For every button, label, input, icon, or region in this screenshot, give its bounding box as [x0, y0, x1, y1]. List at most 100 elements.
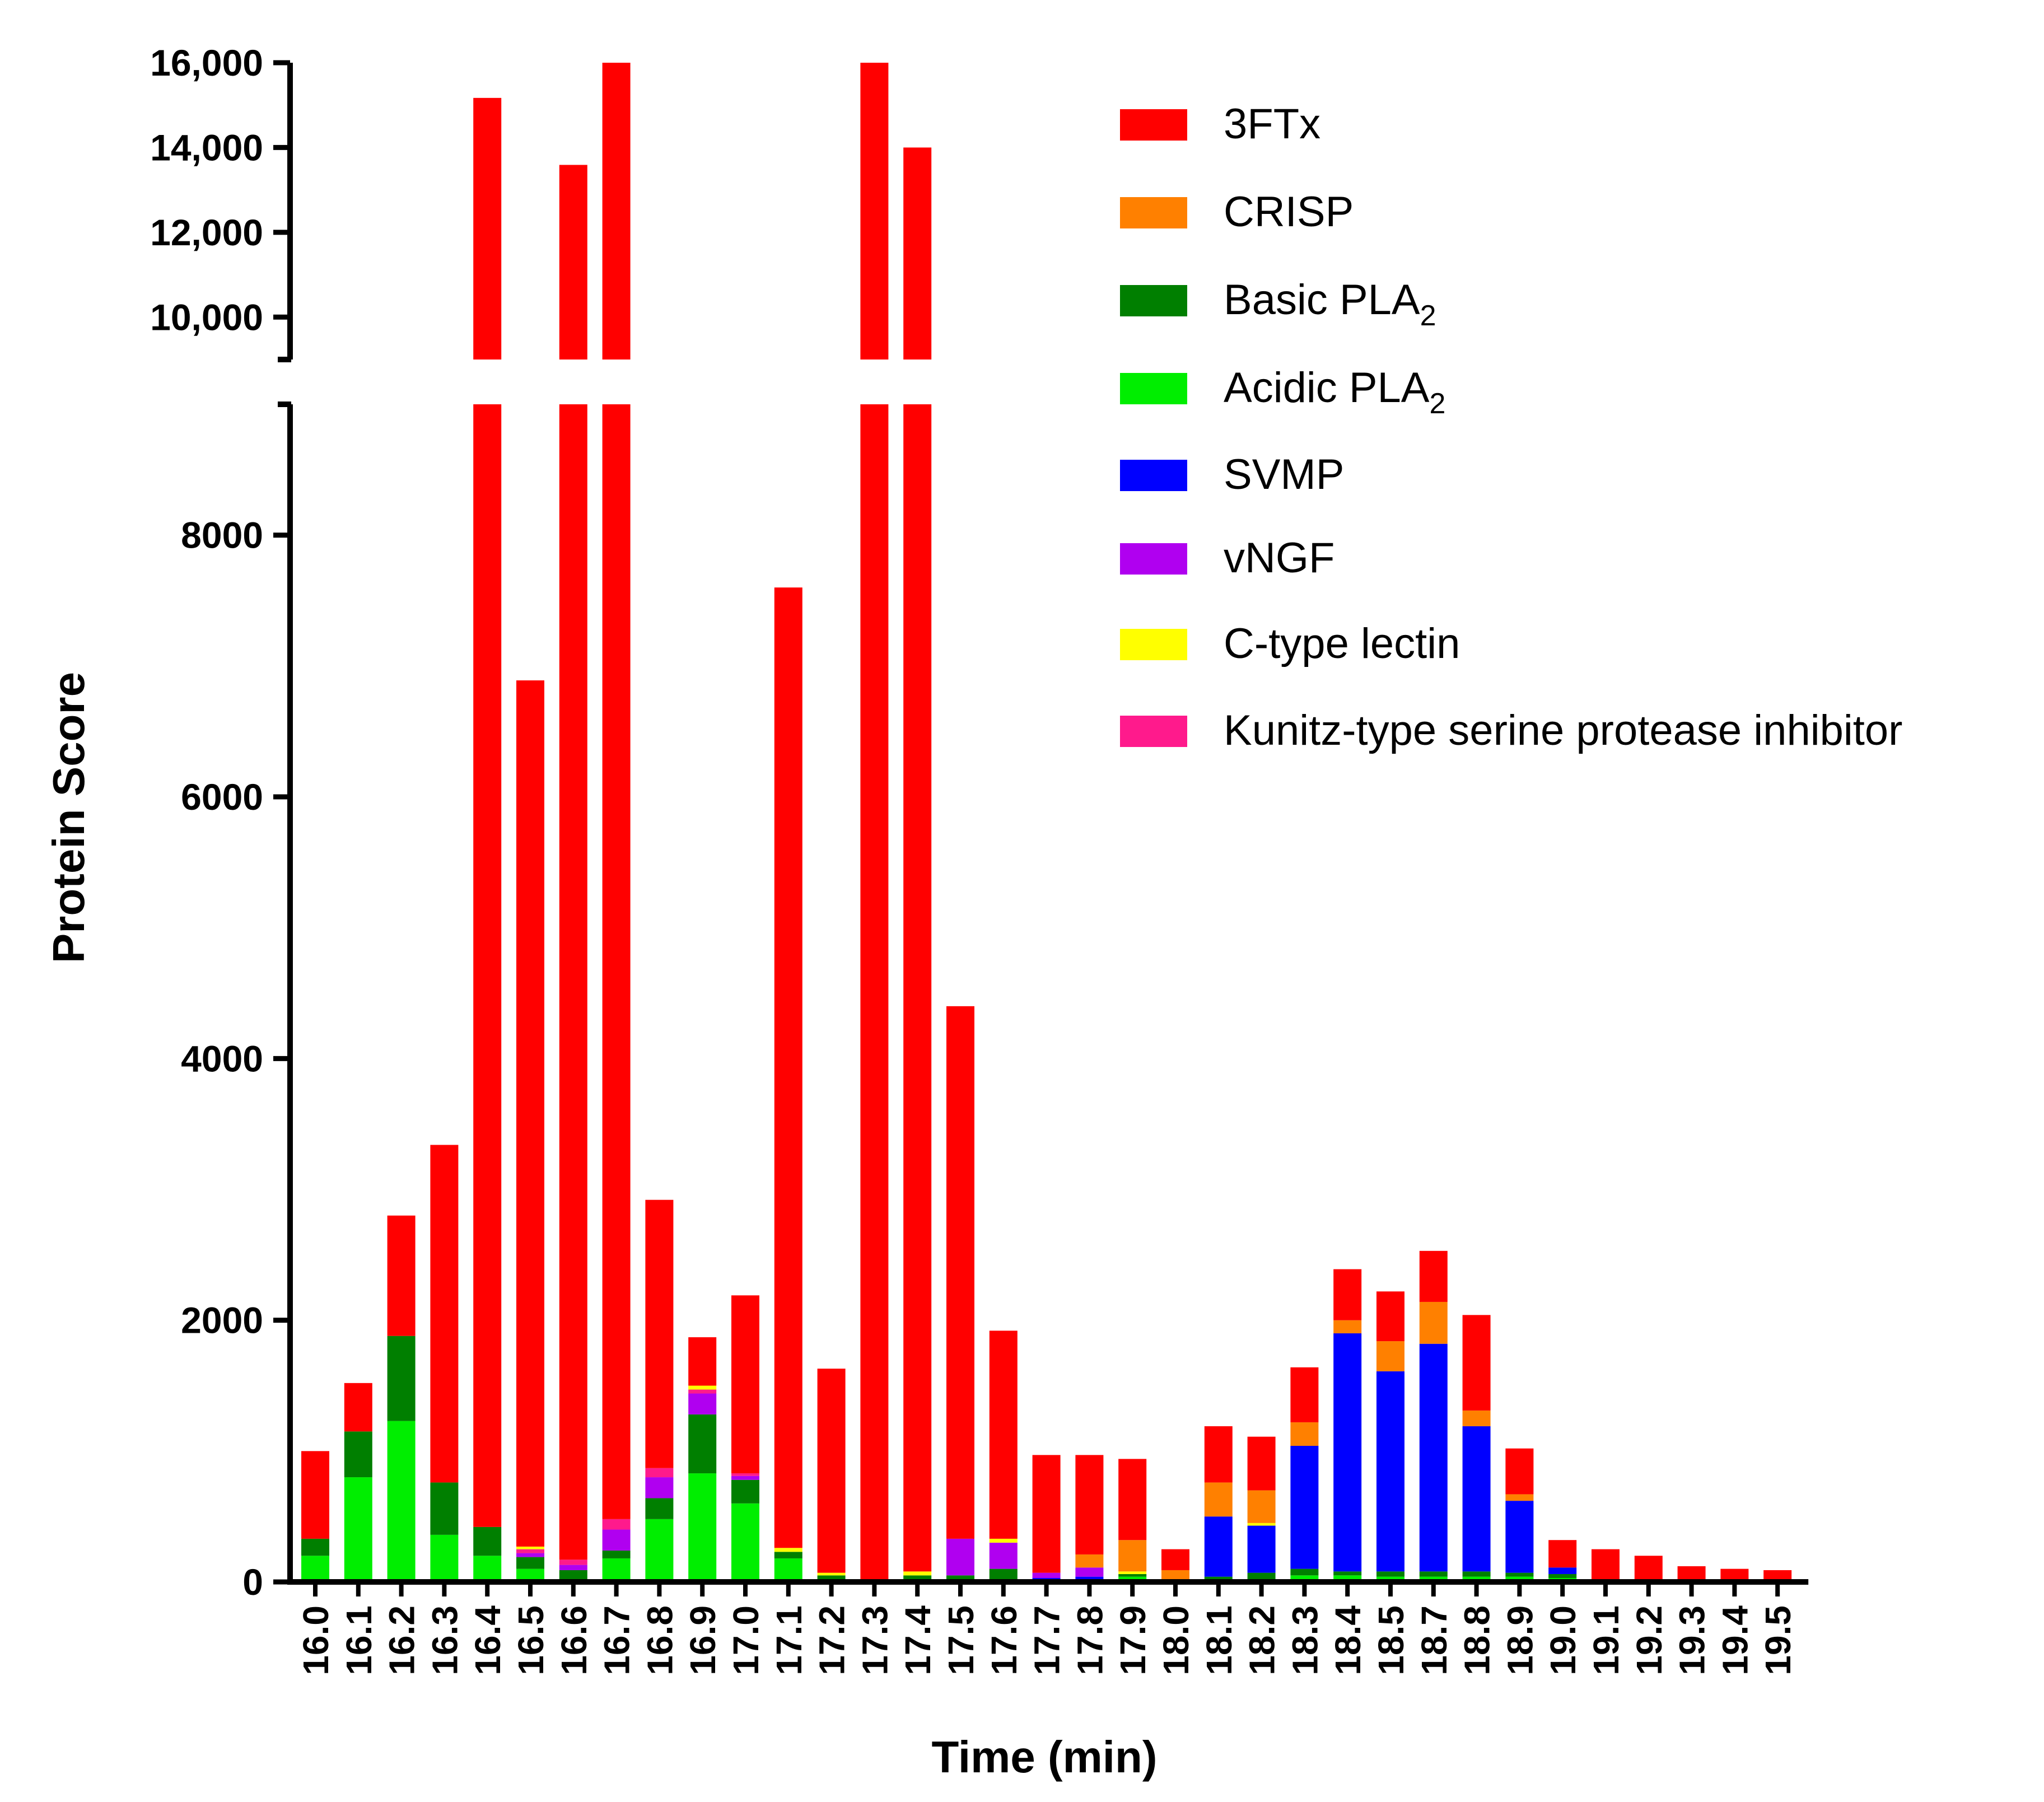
- bar-3ftx-16.0: [301, 1451, 329, 1539]
- x-tick-label-16.1: 16.1: [339, 1605, 379, 1675]
- bar-basic-pla2-17.0: [731, 1479, 759, 1504]
- bar-crisp-18.0: [1161, 1570, 1189, 1582]
- bar-basic-pla2-16.2: [387, 1336, 416, 1421]
- bar-basic-pla2-16.3: [430, 1482, 459, 1535]
- x-tick-label-18.7: 18.7: [1414, 1605, 1454, 1675]
- bar-basic-pla2-16.8: [645, 1498, 674, 1519]
- bar-vngf-17.8: [1075, 1567, 1104, 1577]
- bar-c-type-lectin-17.2: [817, 1572, 846, 1576]
- bar-basic-pla2-18.8: [1462, 1571, 1491, 1577]
- bar-3ftx-16.4-upper: [473, 97, 502, 360]
- bar-3ftx-17.0: [731, 1295, 759, 1474]
- bar-vngf-16.9: [688, 1393, 717, 1414]
- bar-3ftx-18.2: [1247, 1436, 1276, 1491]
- bar-3ftx-16.6-upper: [559, 165, 587, 360]
- bar-basic-pla2-16.5: [516, 1557, 544, 1569]
- bar-basic-pla2-16.6: [559, 1570, 587, 1582]
- y-tick-label-10000: 10,000: [150, 296, 263, 338]
- bar-acidic-pla2-17.1: [774, 1558, 802, 1582]
- bar-kunitz-type-serine-protease-inhibitor-17.0: [731, 1473, 759, 1476]
- bar-3ftx-16.5: [516, 680, 544, 1547]
- bar-c-type-lectin-17.6: [989, 1538, 1018, 1543]
- bar-3ftx-16.4: [473, 404, 502, 1527]
- bar-3ftx-18.8: [1462, 1315, 1491, 1411]
- bar-svmp-18.3: [1290, 1445, 1319, 1569]
- legend-label-crisp: CRISP: [1224, 188, 1354, 236]
- bar-3ftx-16.7: [602, 404, 631, 1519]
- x-tick-label-16.5: 16.5: [511, 1605, 551, 1675]
- bar-svmp-18.8: [1462, 1426, 1491, 1572]
- bar-vngf-17.5: [946, 1538, 974, 1576]
- legend-swatch-vngf: [1120, 543, 1187, 575]
- bar-vngf-16.6: [559, 1565, 587, 1570]
- x-tick-label-16.6: 16.6: [554, 1605, 594, 1675]
- bar-basic-pla2-16.7: [602, 1550, 631, 1558]
- bar-3ftx-17.4-upper: [903, 147, 932, 360]
- bar-basic-pla2-16.4: [473, 1526, 502, 1556]
- bar-svmp-18.9: [1505, 1501, 1534, 1573]
- bar-crisp-18.3: [1290, 1422, 1319, 1446]
- legend-label-basic-pla2: Basic PLA2: [1224, 276, 1436, 332]
- x-tick-label-16.9: 16.9: [683, 1605, 723, 1675]
- bar-vngf-16.7: [602, 1529, 631, 1551]
- bar-c-type-lectin-17.4: [903, 1571, 932, 1576]
- y-axis-title: Protein Score: [44, 672, 94, 963]
- legend-label-3ftx: 3FTx: [1224, 100, 1320, 148]
- bar-3ftx-17.2: [817, 1369, 846, 1573]
- bar-basic-pla2-17.2: [817, 1575, 846, 1582]
- bar-3ftx-18.1: [1204, 1426, 1233, 1483]
- bar-acidic-pla2-16.3: [430, 1534, 459, 1582]
- bar-3ftx-17.5: [946, 1006, 974, 1539]
- bar-vngf-17.0: [731, 1476, 759, 1480]
- bar-acidic-pla2-16.2: [387, 1421, 416, 1582]
- legend-swatch-c-type-lectin: [1120, 629, 1187, 660]
- bar-crisp-18.5: [1376, 1341, 1404, 1371]
- bar-basic-pla2-18.5: [1376, 1571, 1404, 1577]
- bar-3ftx-16.2: [387, 1215, 416, 1336]
- bar-acidic-pla2-16.1: [344, 1477, 372, 1582]
- bar-kunitz-type-serine-protease-inhibitor-16.7: [602, 1519, 631, 1530]
- bar-acidic-pla2-16.9: [688, 1473, 717, 1582]
- bar-3ftx-17.6: [989, 1331, 1018, 1539]
- y-tick-label-6000: 6000: [181, 776, 263, 818]
- legend-label-acidic-pla2: Acidic PLA2: [1224, 364, 1445, 420]
- bar-svmp-18.5: [1376, 1371, 1404, 1572]
- bar-kunitz-type-serine-protease-inhibitor-16.5: [516, 1549, 544, 1553]
- x-tick-label-16.0: 16.0: [296, 1605, 336, 1675]
- bar-svmp-19.0: [1548, 1567, 1577, 1574]
- bar-acidic-pla2-18.4: [1333, 1575, 1362, 1582]
- bar-acidic-pla2-17.0: [731, 1503, 759, 1582]
- bar-svmp-18.1: [1204, 1516, 1233, 1577]
- bar-crisp-17.9: [1118, 1540, 1147, 1572]
- legend-label-kunitz-type-serine-protease-inhibitor: Kunitz-type serine protease inhibitor: [1224, 707, 1902, 754]
- x-tick-label-18.9: 18.9: [1500, 1605, 1540, 1675]
- bar-crisp-18.1: [1204, 1482, 1233, 1517]
- bar-acidic-pla2-18.3: [1290, 1575, 1319, 1582]
- bar-basic-pla2-17.4: [903, 1575, 932, 1582]
- legend-label-c-type-lectin: C-type lectin: [1224, 620, 1460, 667]
- x-tick-label-17.6: 17.6: [984, 1605, 1024, 1675]
- x-tick-label-16.8: 16.8: [640, 1605, 680, 1675]
- x-tick-label-17.5: 17.5: [941, 1605, 981, 1675]
- bar-acidic-pla2-16.5: [516, 1568, 544, 1582]
- bar-acidic-pla2-16.7: [602, 1558, 631, 1582]
- legend-swatch-crisp: [1120, 197, 1187, 228]
- x-tick-label-17.1: 17.1: [769, 1605, 809, 1675]
- bar-3ftx-19.0: [1548, 1540, 1577, 1568]
- bar-3ftx-18.9: [1505, 1448, 1534, 1495]
- bar-crisp-18.7: [1419, 1301, 1448, 1344]
- bar-vngf-16.5: [516, 1553, 544, 1557]
- bar-3ftx-18.3: [1290, 1367, 1319, 1422]
- bar-3ftx-16.1: [344, 1383, 372, 1432]
- bar-basic-pla2-18.3: [1290, 1568, 1319, 1576]
- y-tick-label-4000: 4000: [181, 1038, 263, 1079]
- legend: 3FTx CRISP Basic PLA2 Acidic PLA2 SVMP vNGF C-…: [1120, 100, 1902, 754]
- bar-vngf-16.8: [645, 1477, 674, 1498]
- y-tick-label-8000: 8000: [181, 515, 263, 556]
- bar-acidic-pla2-16.4: [473, 1556, 502, 1582]
- bar-3ftx-17.8: [1075, 1455, 1104, 1554]
- bar-acidic-pla2-16.8: [645, 1519, 674, 1582]
- x-tick-label-16.2: 16.2: [382, 1605, 422, 1675]
- x-tick-label-17.2: 17.2: [812, 1605, 852, 1675]
- x-tick-label-19.3: 19.3: [1672, 1605, 1712, 1675]
